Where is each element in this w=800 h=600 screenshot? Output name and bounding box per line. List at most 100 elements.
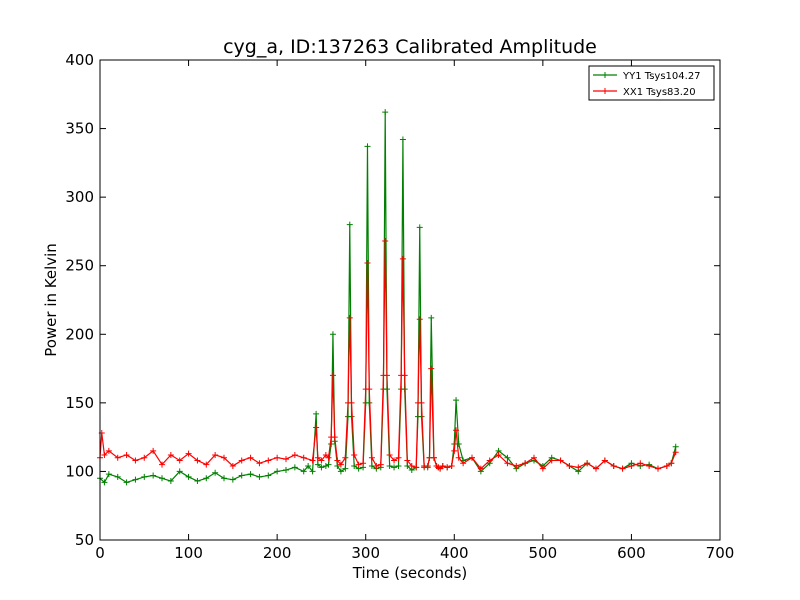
data-point: [346, 314, 353, 321]
data-point: [401, 372, 408, 379]
legend-entry: YY1 Tsys104.27: [593, 71, 701, 82]
data-point: [105, 471, 112, 478]
data-point: [351, 451, 358, 458]
data-point: [300, 454, 307, 461]
data-point: [114, 454, 121, 461]
data-point: [346, 221, 353, 228]
legend-label: XX1 Tsys83.20: [623, 87, 696, 98]
data-point: [391, 464, 398, 471]
data-point: [504, 454, 511, 461]
data-point: [399, 136, 406, 143]
data-point: [386, 451, 393, 458]
data-point: [105, 447, 112, 454]
data-point: [383, 372, 390, 379]
data-point: [274, 454, 281, 461]
data-point: [185, 450, 192, 457]
series-xx1: [97, 238, 679, 472]
data-point: [322, 462, 329, 469]
data-point: [123, 451, 130, 458]
data-point: [229, 462, 236, 469]
data-point: [593, 465, 599, 472]
data-point: [469, 454, 475, 461]
data-point: [212, 469, 219, 476]
data-point: [455, 454, 462, 461]
data-point: [114, 473, 121, 480]
data-point: [314, 461, 321, 468]
data-point: [437, 465, 444, 472]
data-point: [221, 454, 227, 461]
data-point: [368, 454, 375, 461]
y-tick-label: 300: [65, 188, 94, 206]
data-point: [229, 476, 236, 483]
data-point: [531, 454, 537, 461]
data-point: [265, 472, 272, 479]
data-point: [455, 441, 462, 447]
data-point: [325, 454, 332, 461]
data-point: [194, 457, 201, 464]
legend-marker: [602, 72, 608, 78]
legend-box: [588, 65, 715, 101]
data-point: [619, 465, 626, 472]
data-point: [176, 468, 183, 475]
data-point: [322, 451, 329, 458]
data-point: [655, 465, 661, 472]
data-point: [428, 314, 435, 321]
data-point: [238, 472, 245, 479]
data-point: [247, 471, 254, 478]
y-axis-label: Power in Kelvin: [42, 243, 60, 357]
data-point: [305, 462, 312, 469]
data-point: [399, 255, 406, 262]
data-point: [486, 457, 493, 464]
data-point: [159, 475, 165, 482]
data-point: [325, 461, 332, 468]
data-point: [141, 454, 148, 461]
y-tick-label: 50: [75, 531, 94, 549]
data-point: [453, 427, 460, 434]
data-point: [416, 316, 423, 323]
data-point: [348, 399, 355, 406]
x-tick-label: 400: [440, 544, 469, 562]
data-point: [329, 331, 336, 338]
data-point: [395, 454, 402, 461]
data-point: [283, 467, 289, 474]
x-tick-label: 500: [529, 544, 558, 562]
data-point: [221, 475, 227, 482]
plot-frame: [99, 59, 721, 541]
data-point: [418, 399, 425, 406]
x-tick-label: 300: [351, 544, 380, 562]
data-point: [337, 468, 344, 475]
x-axis-label: Time (seconds): [352, 564, 468, 582]
data-point: [337, 461, 344, 468]
data-point: [101, 451, 108, 458]
data-point: [504, 460, 511, 467]
legend-label: YY1 Tsys104.27: [622, 71, 701, 82]
data-point: [331, 434, 338, 441]
legend-marker: [602, 88, 608, 94]
data-point: [382, 109, 389, 116]
data-point: [318, 464, 325, 471]
data-point: [265, 457, 272, 464]
x-tick-label: 600: [617, 544, 646, 562]
data-point: [663, 462, 670, 469]
data-point: [575, 464, 582, 471]
y-tick-label: 400: [65, 51, 94, 69]
data-point: [451, 447, 458, 454]
data-point: [283, 456, 289, 463]
data-point: [539, 465, 546, 472]
data-point: [238, 457, 245, 464]
data-point: [351, 462, 358, 469]
data-point: [628, 462, 635, 469]
y-tick-label: 350: [65, 120, 94, 138]
legend: YY1 Tsys104.27 XX1 Tsys83.20: [588, 65, 715, 101]
y-tick-label: 100: [65, 462, 94, 480]
data-point: [448, 462, 455, 469]
data-point: [314, 454, 321, 461]
data-point: [123, 479, 130, 486]
x-tick-label: 200: [263, 544, 292, 562]
data-point: [395, 462, 402, 469]
data-point: [601, 457, 608, 464]
data-point: [386, 462, 393, 469]
x-tick-label: 0: [95, 544, 105, 562]
data-point: [404, 457, 411, 464]
